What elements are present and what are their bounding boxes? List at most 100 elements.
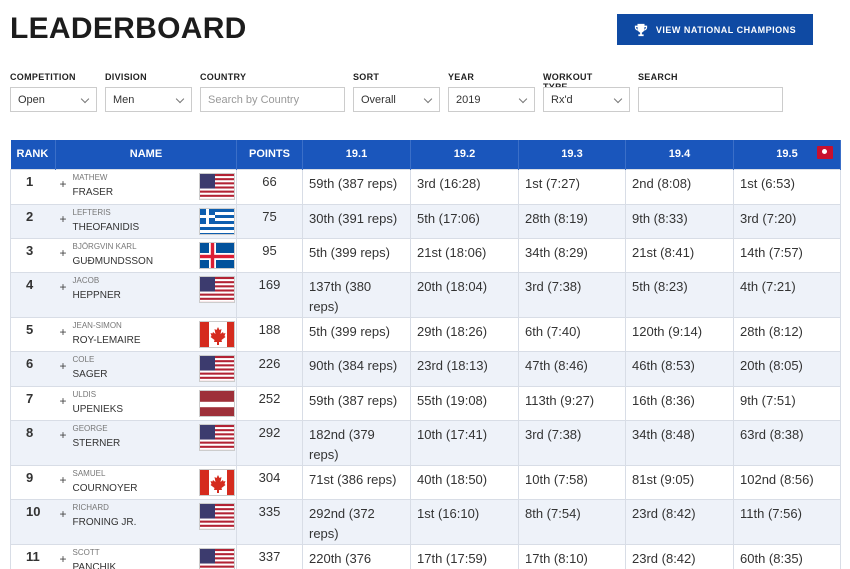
workout-score-cell: 17th (17:59) [410,543,519,569]
expand-plus-icon[interactable]: + [59,176,67,191]
expand-plus-icon[interactable]: + [59,427,67,442]
column-header-19-1[interactable]: 19.1 [302,140,411,169]
column-header-rank[interactable]: RANK [10,140,56,169]
workout-score-cell: 102nd (8:56) [733,464,841,500]
column-header-19-2[interactable]: 19.2 [410,140,519,169]
athlete-first-name: RICHARD [72,502,109,512]
workout-score: 220th (376 reps) [309,550,372,566]
athlete-first-name: LEFTERIS [72,207,111,217]
expand-plus-icon[interactable]: + [59,472,67,487]
leaderboard-table: RANK NAME POINTS 19.1 19.2 19.3 19.4 19.… [10,140,841,569]
workout-score: 23rd (8:42) [632,505,696,521]
athlete-cell[interactable]: + GEORGE STERNER [55,419,237,466]
athlete-cell[interactable]: + MATHEW FRASER [55,168,237,205]
athlete-cell[interactable]: + SAMUEL COURNOYER [55,464,237,500]
year-select[interactable]: 2019 [448,87,535,112]
workout-score-cell: 46th (8:53) [625,350,734,387]
table-row[interactable]: 8 + GEORGE STERNER 292 182nd (379 reps) 10th (… [10,419,841,466]
column-header-points[interactable]: POINTS [236,140,303,169]
workout-score-cell: 292nd (372 reps) [302,498,411,545]
video-camera-icon[interactable] [816,146,833,159]
table-row[interactable]: 4 + JACOB HEPPNER 169 137th (380 reps) 20th (1… [10,271,841,318]
athlete-cell[interactable]: + SCOTT PANCHIK [55,543,237,569]
column-header-19-3[interactable]: 19.3 [518,140,626,169]
expand-plus-icon[interactable]: + [59,211,67,226]
athlete-cell[interactable]: + COLE SAGER [55,350,237,387]
expand-plus-icon[interactable]: + [59,393,67,408]
workout-score: 59th (387 reps) [309,392,398,408]
rank-cell: 4 [10,271,56,318]
workout-score-cell: 16th (8:36) [625,385,734,421]
table-row[interactable]: 1 + MATHEW FRASER 66 59th (387 reps) 3rd (16:2… [10,146,841,205]
expand-plus-icon[interactable]: + [59,279,67,294]
athlete-last-name: STERNER [72,437,121,449]
filter-workout-type: WORKOUT TYPE Rx'd [543,72,630,112]
workout-score: 5th (8:23) [632,278,688,294]
table-row[interactable]: 3 + BJÖRGVIN KARL GUÐMUNDSSON 95 5th (399 rep… [10,237,841,273]
table-row[interactable]: 10 + RICHARD FRONING JR. 335 292nd (372 reps)… [10,498,841,545]
table-row[interactable]: 11+ SCOTT PANCHIK 337 220th (376 reps) 17th (… [10,543,841,569]
search-input[interactable] [638,87,783,112]
country-flag-icon [198,547,235,569]
workout-score: 1st (16:10) [417,505,480,521]
workout-score-cell: 4th (7:21) [733,271,841,318]
filter-label: SORT [353,72,380,82]
table-row[interactable]: 7 + ULDIS UPENIEKS 252 59th (387 reps) 55th (1… [10,385,841,421]
expand-plus-icon[interactable]: + [59,245,67,260]
chevron-down-icon [423,94,433,104]
sort-select[interactable]: Overall [353,87,440,112]
expand-plus-icon[interactable]: + [59,358,67,373]
expand-plus-icon[interactable]: + [59,551,67,566]
athlete-cell[interactable]: + RICHARD FRONING JR. [55,498,237,545]
table-row[interactable]: 9 + SAMUEL COURNOYER 304 71st (386 reps) 40th … [10,464,841,500]
division-select[interactable]: Men [105,87,192,112]
points-cell: 252 [236,385,303,421]
athlete-cell[interactable]: + JACOB HEPPNER [55,271,237,318]
workout-score-cell: 9th (7:51) [733,385,841,421]
country-flag-icon [198,320,235,348]
workout-score: 10th (7:58) [525,471,588,487]
athlete-last-name: HEPPNER [72,289,121,301]
points-cell: 169 [236,271,303,318]
workout-score: 4th (7:21) [740,278,796,294]
workout-score-cell: 10th (7:58) [518,464,626,500]
workout-score: 20th (8:05) [740,357,803,373]
workout-score-cell: 5th (399 reps) [302,316,411,352]
athlete-last-name: UPENIEKS [72,403,124,415]
workout-score-cell: 23rd (18:13) [410,350,519,387]
workout-score: 11th (7:56) [740,505,802,521]
athlete-cell[interactable]: + LEFTERIS THEOFANIDIS [55,203,237,239]
filter-division: DIVISION Men [105,72,192,112]
country-flag-icon [198,468,235,496]
view-national-champions-button[interactable]: VIEW NATIONAL CHAMPIONS [617,14,813,45]
workout-type-select[interactable]: Rx'd [543,87,630,112]
workout-score-cell: 59th (387 reps) [302,385,411,421]
expand-plus-icon[interactable]: + [59,506,67,521]
chevron-down-icon [175,94,185,104]
athlete-cell[interactable]: + JEAN-SIMON ROY-LEMAIRE [55,316,237,352]
workout-score: 55th (19:08) [417,392,488,408]
workout-score: 21st (18:06) [417,244,487,260]
column-header-19-4[interactable]: 19.4 [625,140,734,169]
athlete-cell[interactable]: + BJÖRGVIN KARL GUÐMUNDSSON [55,237,237,273]
expand-plus-icon[interactable]: + [59,324,67,339]
athlete-cell[interactable]: + ULDIS UPENIEKS [55,385,237,421]
points-cell: 66 [236,168,303,205]
workout-score: 9th (8:33) [632,210,688,226]
workout-score-cell: 34th (8:29) [518,237,626,273]
filter-search: SEARCH [638,72,783,112]
rank-cell: 9 [10,464,56,500]
table-row[interactable]: 6 + COLE SAGER 226 90th (384 reps) 23rd (18:13… [10,350,841,387]
table-row[interactable]: 5 + JEAN-SIMON ROY-LEMAIRE 188 5th (399 reps)… [10,316,841,352]
workout-score: 3rd (7:38) [525,278,582,294]
athlete-last-name: FRASER [72,186,114,198]
filter-label: COUNTRY [200,72,247,82]
column-header-19-5[interactable]: 19.5 [733,140,841,169]
column-header-name[interactable]: NAME [55,140,237,169]
country-search-input[interactable]: Search by Country [200,87,345,112]
competition-select[interactable]: Open [10,87,97,112]
filter-label: SEARCH [638,72,678,82]
workout-score: 28th (8:12) [740,323,803,339]
table-row[interactable]: 2 + LEFTERIS THEOFANIDIS 75 30th (391 reps) 5t… [10,203,841,239]
workout-score-cell: 17th (8:10) [518,543,626,569]
